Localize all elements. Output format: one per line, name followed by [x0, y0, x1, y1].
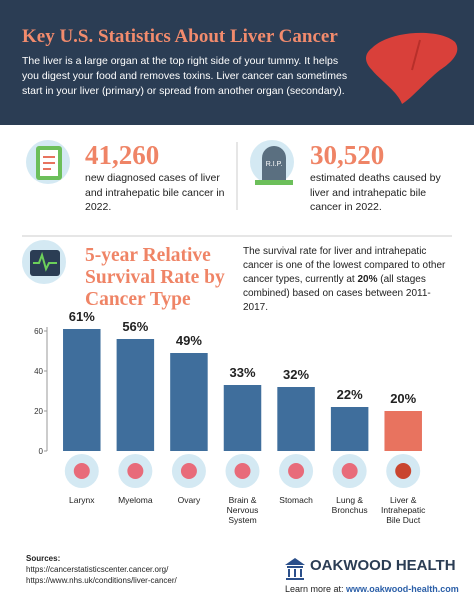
liver-icon-line: [411, 39, 421, 71]
tomb-icon: [262, 146, 286, 182]
bar: [384, 411, 422, 451]
x-tick-label: Lung & Bronchus: [331, 495, 368, 515]
category-icon-mark: [180, 463, 197, 479]
learn-label: Learn more at:: [285, 584, 344, 594]
category-icon-mark: [234, 463, 251, 479]
x-tick-label: Stomach: [279, 495, 313, 505]
sources-label: Sources:: [26, 554, 61, 563]
x-tick-label: Liver & Intrahepatic Bile Duct: [380, 495, 426, 525]
bar: [63, 329, 101, 451]
stat-value: 30,520: [310, 140, 385, 170]
category-icon-mark: [395, 463, 412, 479]
y-tick-label: 60: [34, 327, 43, 336]
source: https://cancerstatisticscenter.cancer.or…: [26, 565, 169, 574]
stat-text: estimated deaths caused by liver and int…: [310, 172, 441, 213]
desc-text: (all stages combined) based on cases bet…: [243, 274, 431, 313]
y-tick-label: 40: [34, 367, 43, 376]
category-icon-mark: [73, 463, 90, 479]
category-icon-mark: [127, 463, 144, 479]
bar: [223, 385, 262, 451]
value-label: 20%: [390, 391, 416, 406]
link[interactable]: www.oakwood-health.com: [346, 584, 459, 594]
category-icon-mark: [288, 463, 305, 479]
bar: [170, 353, 208, 451]
logo-icon: [285, 558, 305, 580]
pulse-line: [33, 251, 57, 272]
sources: Sources: https://cancerstatisticscenter.…: [26, 553, 177, 586]
x-tick-label: Brain & Nervous System: [226, 495, 259, 525]
brand: OAKWOOD HEALTH: [310, 557, 456, 574]
y-tick-label: 0: [39, 447, 44, 456]
value-label: 33%: [229, 365, 255, 380]
chart-description: The survival rate for liver and intrahep…: [243, 245, 455, 315]
value-label: 61%: [69, 309, 95, 324]
x-tick-label: Larynx: [69, 495, 95, 505]
bar: [277, 387, 315, 451]
stat-value: 41,260: [85, 140, 160, 170]
stat-text: new diagnosed cases of liver and intrahe…: [85, 172, 225, 213]
value-label: 22%: [337, 387, 363, 402]
bar: [330, 407, 369, 451]
value-label: 56%: [122, 319, 148, 334]
value-label: 49%: [176, 333, 202, 348]
title: Key U.S. Statistics About Liver Cancer: [22, 26, 338, 47]
value-label: 32%: [283, 367, 309, 382]
tomb-text: R.I.P.: [266, 161, 283, 168]
grass: [255, 180, 293, 185]
y-tick-label: 20: [34, 407, 43, 416]
x-tick-label: Ovary: [177, 495, 201, 505]
desc-text: The survival rate for liver and intrahep…: [243, 246, 446, 285]
chart-title: 5-year Relative Survival Rate by Cancer …: [85, 245, 225, 310]
description: The liver is a large organ at the top ri…: [22, 55, 348, 97]
bar: [116, 339, 155, 451]
clipboard-lines: [43, 156, 55, 170]
x-tick-label: Myeloma: [118, 495, 153, 505]
category-icon-mark: [341, 463, 358, 479]
desc-bold: 20%: [357, 274, 378, 285]
learn-more: Learn more at: www.oakwood-health.com: [285, 584, 459, 594]
source: https://www.nhs.uk/conditions/liver-canc…: [26, 576, 177, 585]
